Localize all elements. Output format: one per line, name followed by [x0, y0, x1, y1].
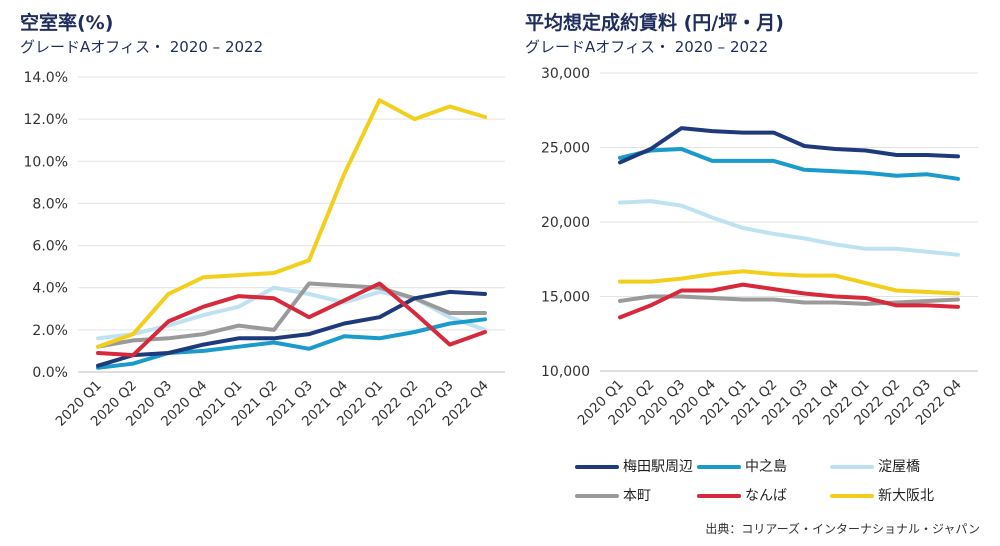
legend-item: なんば	[697, 485, 787, 505]
series-line-新大阪北	[618, 269, 960, 296]
legend-swatch	[830, 494, 874, 498]
legend-swatch	[830, 465, 874, 469]
series-line-本町	[618, 294, 960, 306]
left-chart-subtitle: グレードAオフィス・ 2020 – 2022	[20, 38, 264, 56]
y-tick-label: 25,000	[541, 141, 590, 157]
legend-item: 新大阪北	[830, 485, 934, 505]
legend-item: 本町	[575, 485, 651, 505]
y-tick-label: 6.0%	[32, 239, 68, 255]
right-chart-subtitle: グレードAオフィス・ 2020 – 2022	[525, 38, 769, 56]
y-tick-label: 14.0%	[24, 70, 68, 86]
y-tick-label: 12.0%	[24, 112, 68, 128]
series-line-なんば	[96, 281, 487, 358]
legend-label: なんば	[745, 488, 787, 504]
vacancy-rate-chart: 0.0%2.0%4.0%6.0%8.0%10.0%12.0%14.0%2020 …	[24, 70, 505, 430]
y-tick-label: 10,000	[541, 364, 590, 380]
legend-label: 中之島	[745, 459, 787, 475]
y-tick-label: 30,000	[541, 66, 590, 82]
legend-item: 淀屋橋	[830, 456, 920, 476]
y-tick-label: 8.0%	[32, 196, 68, 212]
legend-swatch	[697, 465, 741, 469]
y-tick-label: 20,000	[541, 215, 590, 231]
legend-swatch	[575, 465, 619, 469]
legend-label: 梅田駅周辺	[623, 459, 693, 475]
legend-item: 中之島	[697, 456, 787, 476]
y-tick-label: 15,000	[541, 290, 590, 306]
series-line-中之島	[618, 147, 960, 181]
y-tick-label: 0.0%	[32, 365, 68, 381]
series-line-梅田駅周辺	[618, 126, 960, 165]
left-chart-title: 空室率(%)	[20, 12, 114, 34]
series-line-梅田駅周辺	[96, 289, 487, 368]
legend-swatch	[697, 494, 741, 498]
legend-item: 梅田駅周辺	[575, 456, 693, 476]
legend-label: 淀屋橋	[878, 459, 920, 475]
y-tick-label: 2.0%	[32, 323, 68, 339]
legend-swatch	[575, 494, 619, 498]
legend-label: 本町	[623, 488, 651, 504]
series-line-なんば	[618, 282, 960, 320]
right-chart-title: 平均想定成約賃料 (円/坪・月)	[525, 12, 784, 34]
series-line-淀屋橋	[618, 199, 960, 257]
source-note: 出典：コリアーズ・インターナショナル・ジャパン	[705, 522, 980, 536]
y-tick-label: 4.0%	[32, 281, 68, 297]
y-tick-label: 10.0%	[24, 154, 68, 170]
series-line-新大阪北	[96, 98, 487, 349]
legend-label: 新大阪北	[878, 488, 934, 504]
